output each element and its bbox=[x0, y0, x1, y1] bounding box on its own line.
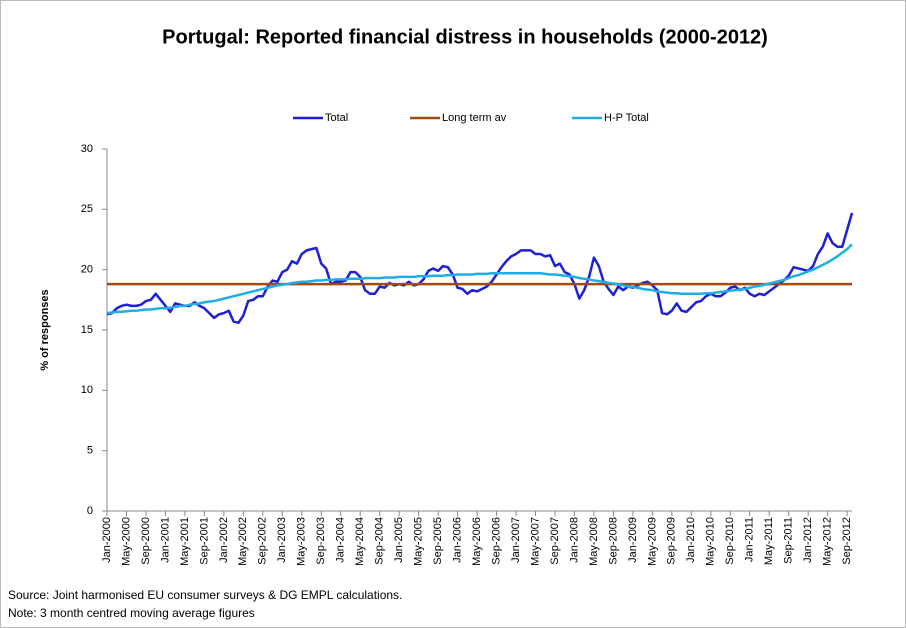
x-tick-label: Sep-2000 bbox=[140, 517, 152, 565]
x-tick-label: Jan-2004 bbox=[335, 517, 347, 563]
x-tick-label: May-2007 bbox=[529, 517, 541, 566]
x-tick-label: Sep-2009 bbox=[666, 517, 678, 565]
y-tick-label: 5 bbox=[87, 445, 93, 457]
source-note: Source: Joint harmonised EU consumer sur… bbox=[8, 588, 402, 602]
y-tick-label: 20 bbox=[81, 264, 93, 276]
x-tick-label: Sep-2006 bbox=[490, 517, 502, 565]
x-tick-label: Jan-2005 bbox=[393, 517, 405, 563]
x-tick-label: May-2002 bbox=[237, 517, 249, 566]
x-tick-label: Jan-2011 bbox=[744, 517, 756, 562]
x-tick-label: Sep-2002 bbox=[257, 517, 269, 565]
x-tick-label: May-2001 bbox=[179, 517, 191, 566]
y-tick-label: 15 bbox=[81, 324, 93, 336]
legend-label: H-P Total bbox=[604, 112, 649, 124]
x-tick-label: Jan-2002 bbox=[218, 517, 230, 563]
x-tick-label: Sep-2003 bbox=[315, 517, 327, 565]
x-tick-label: Sep-2011 bbox=[783, 517, 795, 564]
legend-label: Long term av bbox=[442, 112, 507, 124]
x-tick-label: Jan-2009 bbox=[627, 517, 639, 563]
y-axis-label: % of responses bbox=[39, 289, 51, 370]
x-tick-label: May-2010 bbox=[705, 517, 717, 566]
x-tick-label: Sep-2007 bbox=[549, 517, 561, 565]
x-tick-label: May-2005 bbox=[413, 517, 425, 566]
x-tick-label: May-2006 bbox=[471, 517, 483, 566]
x-tick-label: Jan-2001 bbox=[159, 517, 171, 563]
y-tick-label: 10 bbox=[81, 384, 93, 396]
chart-title: Portugal: Reported financial distress in… bbox=[162, 26, 768, 48]
x-tick-label: Sep-2012 bbox=[841, 517, 853, 565]
x-tick-label: Jan-2006 bbox=[451, 517, 463, 563]
x-tick-label: Sep-2001 bbox=[198, 517, 210, 565]
x-tick-label: Jan-2003 bbox=[276, 517, 288, 563]
x-tick-label: Jan-2000 bbox=[101, 517, 113, 563]
x-tick-label: Jan-2012 bbox=[802, 517, 814, 563]
x-tick-label: May-2011 bbox=[763, 517, 775, 565]
x-tick-label: May-2009 bbox=[646, 517, 658, 566]
x-tick-label: Sep-2005 bbox=[432, 517, 444, 565]
x-tick-label: May-2008 bbox=[588, 517, 600, 566]
x-tick-label: May-2000 bbox=[120, 517, 132, 566]
y-tick-label: 30 bbox=[81, 143, 93, 155]
legend-label: Total bbox=[325, 112, 348, 124]
x-tick-label: Sep-2008 bbox=[607, 517, 619, 565]
x-tick-label: Sep-2010 bbox=[724, 517, 736, 565]
footnote: Note: 3 month centred moving average fig… bbox=[8, 606, 255, 620]
y-tick-label: 0 bbox=[87, 505, 93, 517]
x-tick-label: Jan-2010 bbox=[685, 517, 697, 563]
series-line bbox=[106, 243, 853, 315]
x-tick-label: May-2004 bbox=[354, 517, 366, 566]
x-tick-label: May-2003 bbox=[296, 517, 308, 566]
x-tick-label: May-2012 bbox=[822, 517, 834, 566]
x-tick-label: Jan-2008 bbox=[568, 517, 580, 563]
x-tick-label: Sep-2004 bbox=[374, 517, 386, 565]
x-tick-label: Jan-2007 bbox=[510, 517, 522, 563]
y-tick-label: 25 bbox=[81, 203, 93, 215]
